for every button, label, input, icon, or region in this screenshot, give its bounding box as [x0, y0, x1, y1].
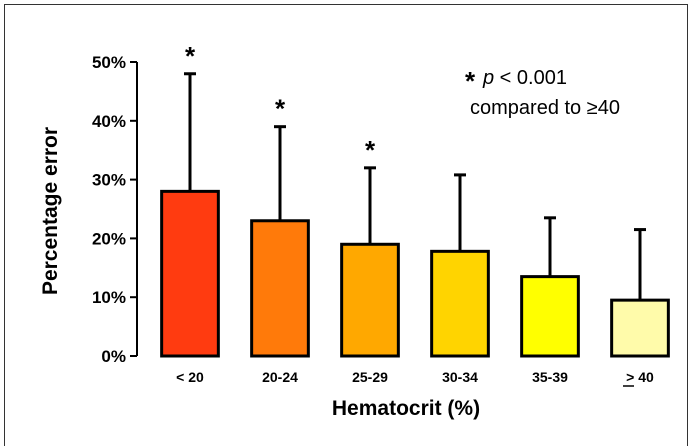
x-category-label: 20-24	[262, 369, 298, 385]
chart-frame: 0% 10% 20% 30% 40% 50% * * * < 20 20-24 25-29 30-3…	[4, 4, 688, 446]
y-tick-label: 10%	[92, 288, 126, 307]
x-category-label: > 40	[626, 369, 654, 385]
x-category-label: 30-34	[442, 369, 478, 385]
y-tick-label: 40%	[92, 112, 126, 131]
y-tick-label: 0%	[101, 347, 126, 366]
bar	[160, 189, 220, 358]
x-category-label: 35-39	[532, 369, 568, 385]
bar	[520, 275, 580, 358]
y-axis-title: Percentage error	[39, 127, 62, 295]
bar-chart: 0% 10% 20% 30% 40% 50% * * * < 20 20-24 25-29 30-3…	[39, 41, 670, 420]
bars: * * *	[160, 41, 670, 358]
significance-star: *	[185, 41, 196, 71]
bar	[430, 249, 490, 358]
y-axis: 0% 10% 20% 30% 40% 50%	[92, 53, 138, 366]
bar	[610, 298, 670, 358]
x-category-label: 25-29	[352, 369, 388, 385]
y-tick-label: 30%	[92, 171, 126, 190]
y-tick-label: 20%	[92, 229, 126, 248]
bar	[340, 242, 400, 358]
significance-star: *	[365, 135, 376, 165]
annotation-p-symbol: p	[482, 67, 494, 89]
bar	[250, 219, 310, 358]
annotation-p-text: < 0.001	[494, 67, 567, 89]
x-category-label: < 20	[176, 369, 204, 385]
y-tick-label: 50%	[92, 53, 126, 72]
x-axis-title: Hematocrit (%)	[332, 397, 480, 420]
significance-star: *	[275, 94, 286, 124]
annotation-comparison: compared to ≥40	[470, 97, 620, 119]
annotation-star: *	[465, 66, 476, 96]
annotation-p-value: p < 0.001	[482, 67, 567, 89]
x-axis: < 20 20-24 25-29 30-34 35-39 > 40	[176, 369, 654, 387]
significance-annotation: * p < 0.001 compared to ≥40	[465, 66, 620, 119]
